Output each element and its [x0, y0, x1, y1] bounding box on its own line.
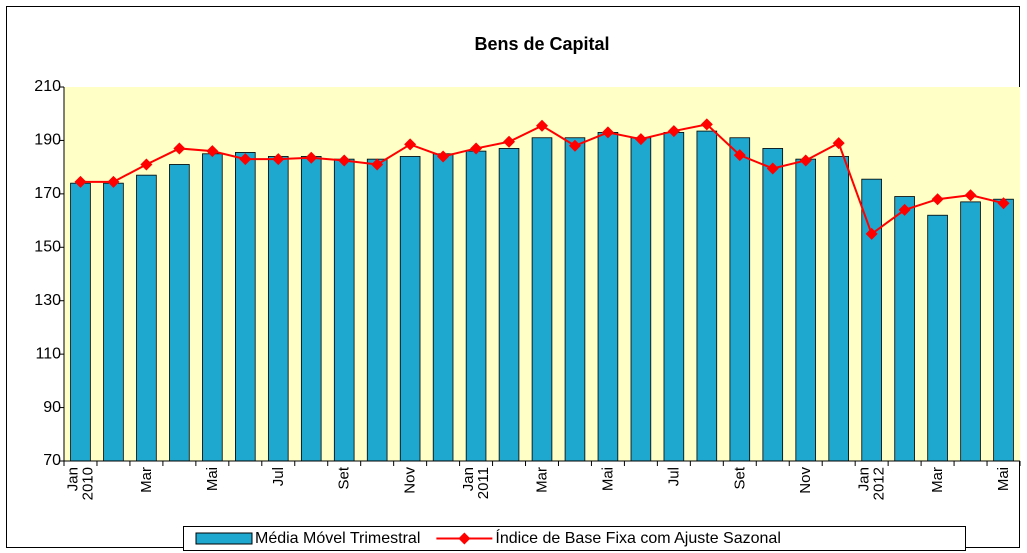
bar: [267, 156, 289, 462]
x-tick-label: Nov: [797, 467, 815, 494]
x-tick-label: Mar: [137, 467, 155, 493]
bar: [630, 137, 652, 462]
marker: [667, 125, 680, 138]
bar: [696, 130, 718, 462]
bar: [399, 156, 421, 462]
x-tick-label: Jan 2011: [460, 467, 493, 500]
y-tick-label: 90: [43, 399, 61, 416]
bar: [531, 137, 553, 462]
y-tick-label: 130: [34, 292, 61, 309]
bar: [169, 164, 190, 462]
marker: [601, 126, 614, 139]
y-tick-label: 190: [34, 132, 61, 149]
bar: [927, 214, 948, 462]
marker: [865, 227, 878, 240]
bar: [498, 148, 520, 462]
x-tick-label: Jul: [269, 467, 287, 487]
legend-marker: [458, 532, 471, 545]
marker: [404, 138, 417, 151]
marker: [766, 162, 779, 175]
marker: [503, 135, 516, 148]
bar: [663, 132, 685, 462]
chart-title: Bens de Capital: [474, 34, 609, 54]
y-tick-label: 70: [43, 452, 61, 469]
marker: [700, 118, 713, 131]
y-tick-label: 150: [34, 239, 61, 256]
marker: [338, 154, 351, 167]
marker: [997, 197, 1010, 210]
bar: [103, 182, 124, 462]
marker: [206, 145, 219, 158]
marker: [733, 149, 746, 162]
bar: [960, 201, 981, 462]
marker: [140, 158, 153, 171]
bar: [202, 153, 223, 462]
bar: [597, 132, 619, 462]
bar: [861, 178, 882, 462]
bar: [795, 158, 817, 462]
x-tick-label: Mar: [533, 467, 551, 493]
x-tick-label: Mar: [929, 467, 947, 493]
bar: [762, 148, 784, 462]
legend-label: Média Móvel Trimestral: [255, 530, 420, 547]
bar: [828, 156, 849, 462]
bar: [465, 150, 487, 462]
marker: [437, 150, 450, 163]
y-tick-label: 110: [35, 345, 61, 362]
bar: [70, 182, 91, 462]
legend-box: [183, 526, 966, 551]
legend: Média Móvel Trimestral Índice de Base Fix…: [183, 526, 966, 551]
bar: [564, 137, 586, 462]
marker: [634, 133, 647, 146]
bar: [993, 198, 1014, 462]
marker: [799, 154, 812, 167]
bar: [300, 156, 322, 462]
bar: [729, 137, 751, 462]
x-tick-label: Set: [335, 467, 353, 490]
x-tick-label: Jan 2012: [855, 467, 888, 501]
legend-swatch: [195, 532, 253, 545]
marker: [536, 119, 548, 132]
y-tick-label: 170: [34, 185, 61, 202]
marker: [832, 137, 845, 150]
marker: [568, 139, 581, 152]
marker: [305, 151, 318, 164]
bar: [136, 174, 157, 462]
x-tick-label: Mai: [995, 467, 1013, 492]
x-tick-label: Nov: [401, 467, 419, 494]
x-tick-label: Set: [731, 467, 749, 490]
marker: [239, 153, 252, 166]
x-tick-label: Mai: [203, 467, 221, 492]
bar: [366, 158, 388, 462]
legend-label: Índice de Base Fixa com Ajuste Sazonal: [495, 528, 781, 547]
marker: [173, 142, 186, 155]
marker: [74, 175, 87, 188]
x-tick-label: Jan 2010: [64, 467, 97, 501]
marker: [272, 153, 285, 166]
marker: [107, 175, 120, 188]
y-tick-label: 210: [34, 78, 61, 95]
marker: [931, 193, 944, 206]
bar: [235, 152, 256, 462]
x-tick-label: Jul: [665, 467, 683, 487]
marker: [898, 203, 911, 216]
marker: [964, 189, 977, 202]
bar: [432, 153, 454, 462]
marker: [470, 142, 483, 155]
marker: [371, 158, 384, 171]
bar: [333, 158, 355, 462]
bar: [894, 196, 915, 462]
x-tick-label: Mai: [599, 467, 617, 492]
